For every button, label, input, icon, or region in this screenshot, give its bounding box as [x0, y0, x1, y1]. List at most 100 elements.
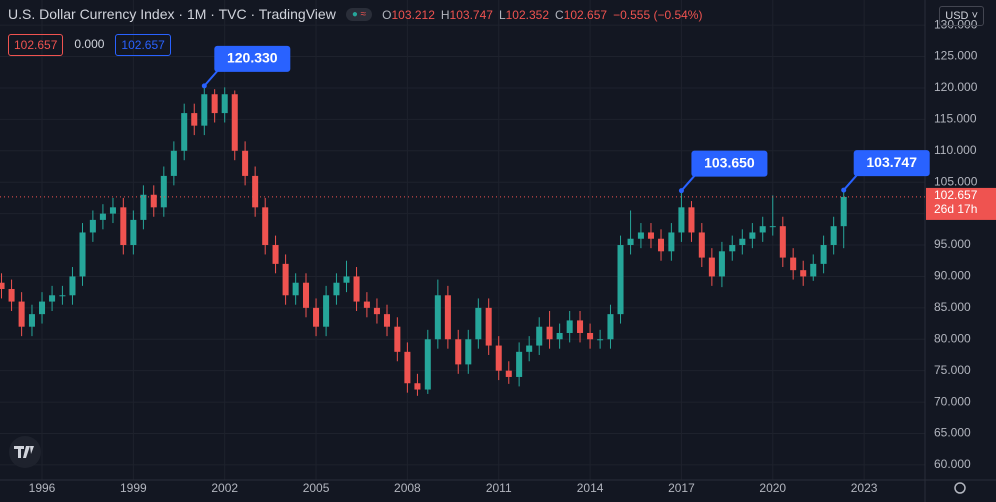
candle-body	[99, 213, 106, 220]
candle-body	[830, 226, 837, 246]
candle-body	[292, 282, 299, 296]
candle-body	[242, 150, 249, 176]
candle-body	[140, 194, 147, 220]
x-tick-label: 2005	[303, 481, 330, 495]
ohlc-legend: O103.212 H103.747 L102.352 C102.657 −0.555 (…	[382, 6, 702, 22]
candle-body	[181, 113, 188, 151]
candle-body	[170, 150, 177, 176]
candle-body	[282, 263, 289, 296]
annotation-box	[691, 150, 768, 177]
candle-body	[49, 295, 56, 302]
candle-body	[0, 282, 5, 290]
x-tick-label: 2002	[211, 481, 238, 495]
candle-body	[526, 345, 533, 352]
candle-body	[231, 94, 238, 151]
status-dots: ● ≈	[345, 7, 373, 21]
candle-body	[373, 307, 380, 315]
candle-body	[546, 326, 553, 340]
ohlc-key: H	[440, 8, 450, 22]
candle-body	[120, 207, 127, 246]
ohlc-key: O	[382, 8, 392, 22]
y-tick-label: 85.000	[934, 300, 971, 314]
candle-body	[191, 113, 198, 126]
candle-body	[718, 251, 725, 277]
candle-body	[597, 339, 604, 341]
annotation-pointer	[842, 173, 859, 191]
y-tick-label: 130.000	[934, 17, 978, 31]
candle-body	[434, 295, 441, 340]
ohlc-key: L	[498, 8, 506, 22]
candle-body	[313, 307, 320, 327]
indicator-boxes: 102.657 0.000 102.657	[8, 34, 171, 56]
candle-body	[678, 207, 685, 233]
y-tick-label: 65.000	[934, 426, 971, 440]
candle-body	[28, 314, 35, 327]
candle-body	[221, 94, 228, 114]
candle-body	[516, 351, 523, 377]
candle-body	[505, 370, 512, 377]
candle-body	[424, 339, 431, 390]
candle-body	[455, 339, 462, 365]
candle-body	[79, 232, 86, 277]
candle-body	[810, 263, 817, 277]
x-tick-label: 2023	[851, 481, 878, 495]
annotation-label: 120.330	[227, 50, 278, 66]
candle-body	[475, 307, 482, 340]
candle-body	[18, 301, 25, 327]
countdown-label: 26d 17h	[934, 202, 977, 216]
candle-body	[343, 276, 350, 283]
candle-body	[698, 232, 705, 258]
y-tick-label: 95.000	[934, 237, 971, 251]
y-tick-label: 80.000	[934, 331, 971, 345]
ohlc-value: 102.352	[505, 8, 550, 22]
candle-body	[536, 326, 543, 346]
logo	[14, 446, 34, 458]
candle-body	[556, 332, 563, 340]
candle-body	[252, 175, 259, 208]
annotation-label: 103.650	[704, 154, 755, 170]
x-tick-label: 2020	[759, 481, 786, 495]
candle-body	[749, 232, 756, 239]
chart-title: U.S. Dollar Currency Index · 1M · TVC · …	[8, 6, 336, 22]
candle-body	[302, 282, 310, 308]
x-tick-label: 2017	[668, 481, 695, 495]
candle-body	[89, 219, 96, 233]
x-tick-label: 1996	[29, 481, 56, 495]
ohlc-value: 102.657	[563, 8, 608, 22]
candle-body	[739, 238, 746, 246]
currency[interactable]: USD	[945, 10, 969, 22]
last-price-label: 102.657	[934, 188, 978, 202]
indicator-box: 0.000	[74, 37, 105, 51]
candle-body	[353, 276, 360, 302]
x-tick-label: 2011	[486, 481, 512, 495]
candle-body	[160, 175, 167, 208]
candle-body	[383, 314, 391, 327]
candle-body	[465, 339, 472, 365]
annotation-box	[853, 150, 930, 177]
candle-body	[495, 345, 502, 371]
candle-body	[69, 276, 76, 296]
candle-body	[708, 257, 715, 277]
candle-body	[587, 332, 594, 340]
y-tick-label: 110.000	[934, 143, 977, 157]
candle-body	[658, 238, 665, 252]
candle-body	[8, 289, 15, 302]
candle-body	[607, 314, 614, 340]
last-price-box	[926, 187, 996, 220]
candle-body	[150, 194, 157, 208]
indicator-box: 102.657	[8, 34, 64, 56]
y-tick-label: 75.000	[934, 363, 971, 377]
candle-body	[840, 196, 847, 227]
candle-body	[617, 245, 624, 315]
candle-body	[759, 226, 766, 233]
annotation-pointer	[680, 174, 697, 192]
candle-body	[688, 207, 695, 233]
currency-button[interactable]: USD ˅	[939, 6, 984, 26]
candle-body	[820, 245, 827, 264]
y-tick-label: 120.000	[934, 80, 978, 94]
annotation-point	[841, 187, 847, 193]
settings-icon	[954, 482, 966, 494]
candle-body	[272, 245, 279, 264]
